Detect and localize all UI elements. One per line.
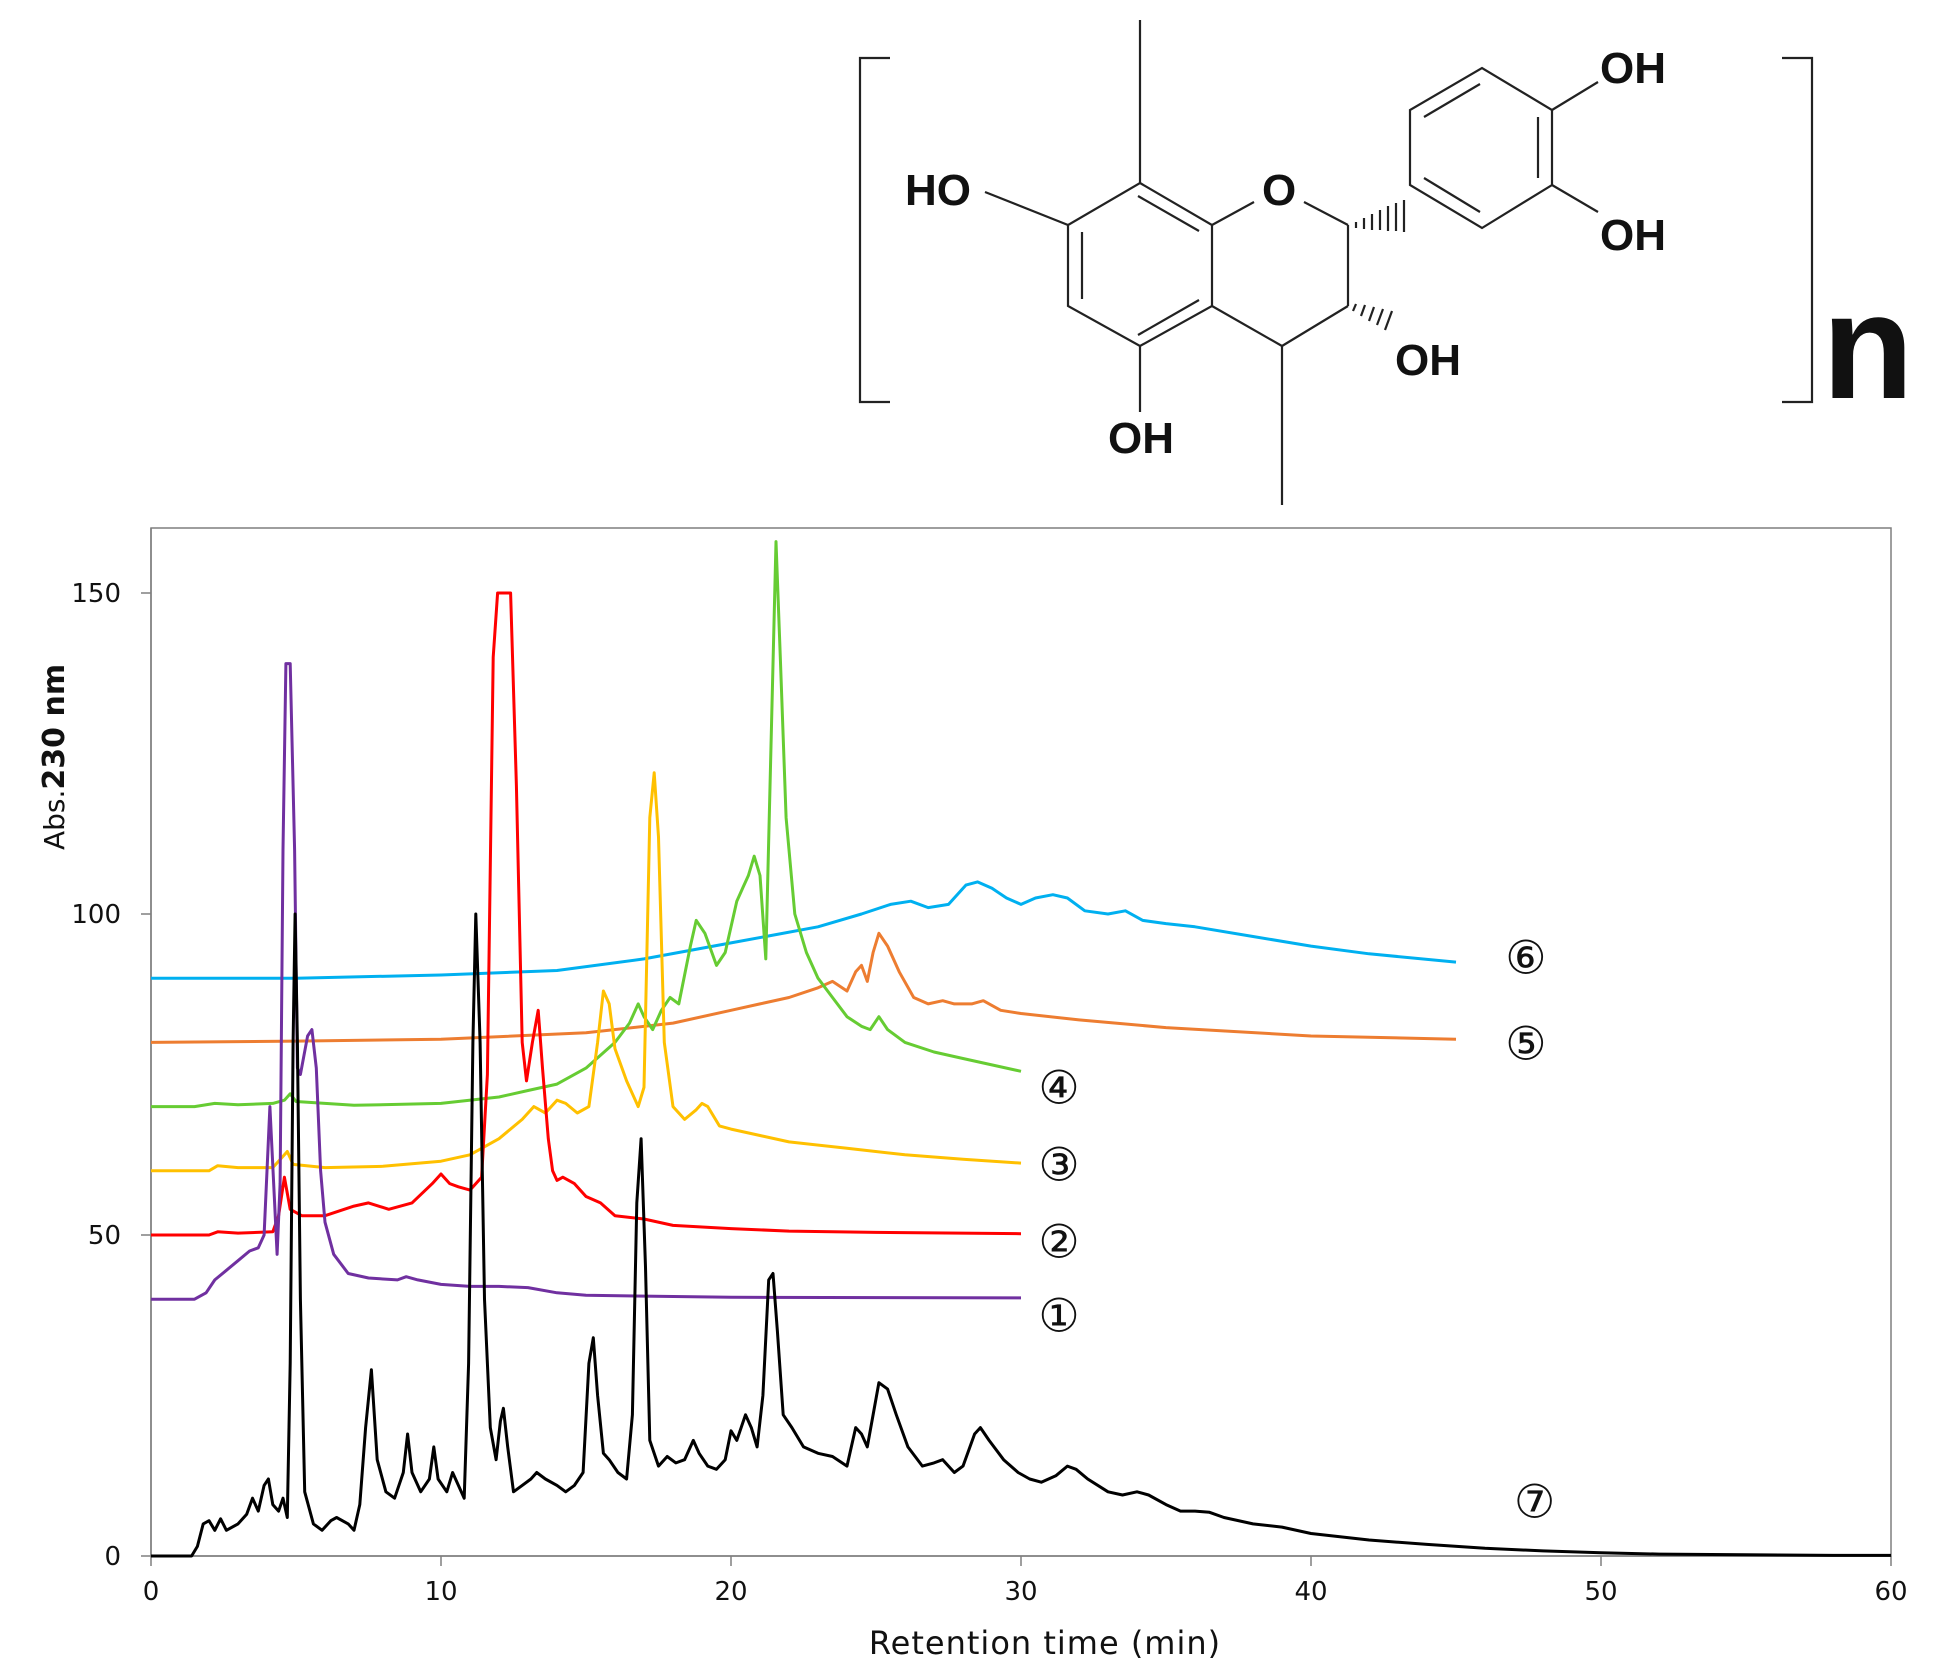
y-tick-label: 0 — [104, 1542, 121, 1572]
x-tick-label: 40 — [1294, 1577, 1327, 1607]
plot-frame — [150, 527, 1892, 1557]
y-tick-label: 50 — [88, 1221, 121, 1251]
y-axis-title-main: 230 nm — [37, 664, 72, 790]
ring-c — [1211, 201, 1350, 347]
bond-ho — [984, 190, 1069, 227]
series-line-4 — [151, 540, 1022, 1109]
label-o-ring: O — [1262, 166, 1296, 215]
right-bracket — [1782, 56, 1814, 404]
series-label-2: ② — [1038, 1214, 1079, 1268]
chemical-structure: HO O OH OH OH OH n — [858, 20, 1914, 505]
left-bracket — [858, 56, 890, 404]
x-tick-label: 0 — [143, 1577, 160, 1607]
series-label-4: ④ — [1038, 1060, 1079, 1114]
series-label-7: ⑦ — [1514, 1474, 1555, 1528]
x-axis-title: Retention time (min) — [869, 1624, 1221, 1662]
chromatogram-chart: 0 10 20 30 40 50 60 0 50 100 150 ① ② ③ ④ ⑤ ⑥ ⑦ Retentio… — [37, 527, 1908, 1662]
x-tick-label: 60 — [1874, 1577, 1907, 1607]
y-axis: 0 50 100 150 — [71, 528, 152, 1572]
series-label-1: ① — [1038, 1288, 1079, 1342]
series-label-6: ⑥ — [1505, 931, 1546, 985]
x-tick-label: 50 — [1584, 1577, 1617, 1607]
series-label-3: ③ — [1038, 1137, 1079, 1191]
series-line-1 — [151, 662, 1022, 1301]
series-line-6 — [151, 880, 1457, 980]
x-tick-label: 30 — [1004, 1577, 1037, 1607]
label-oh-bottom: OH — [1108, 414, 1174, 463]
series-lines — [150, 540, 1891, 1558]
hashed-bond-c2 — [1354, 200, 1406, 232]
label-oh-c3: OH — [1395, 336, 1461, 385]
y-tick-label: 100 — [71, 900, 121, 930]
series-label-5: ⑤ — [1505, 1017, 1546, 1071]
label-oh-right: OH — [1600, 211, 1666, 260]
ring-b — [1408, 66, 1599, 230]
label-ho: HO — [905, 166, 971, 215]
hashed-bond-c3 — [1351, 303, 1394, 331]
series-line-7 — [151, 912, 1891, 1558]
label-oh-top: OH — [1600, 44, 1666, 93]
y-axis-title: Abs.230 nm — [37, 664, 72, 850]
label-n: n — [1822, 262, 1914, 430]
x-axis: 0 10 20 30 40 50 60 — [143, 1555, 1908, 1607]
y-axis-title-prefix: Abs. — [38, 790, 71, 850]
series-markers: ① ② ③ ④ ⑤ ⑥ ⑦ — [1038, 931, 1555, 1529]
series-line-5 — [150, 931, 1457, 1044]
y-tick-label: 150 — [71, 579, 121, 609]
x-tick-label: 20 — [714, 1577, 747, 1607]
x-tick-label: 10 — [424, 1577, 457, 1607]
ring-a — [1066, 181, 1214, 348]
